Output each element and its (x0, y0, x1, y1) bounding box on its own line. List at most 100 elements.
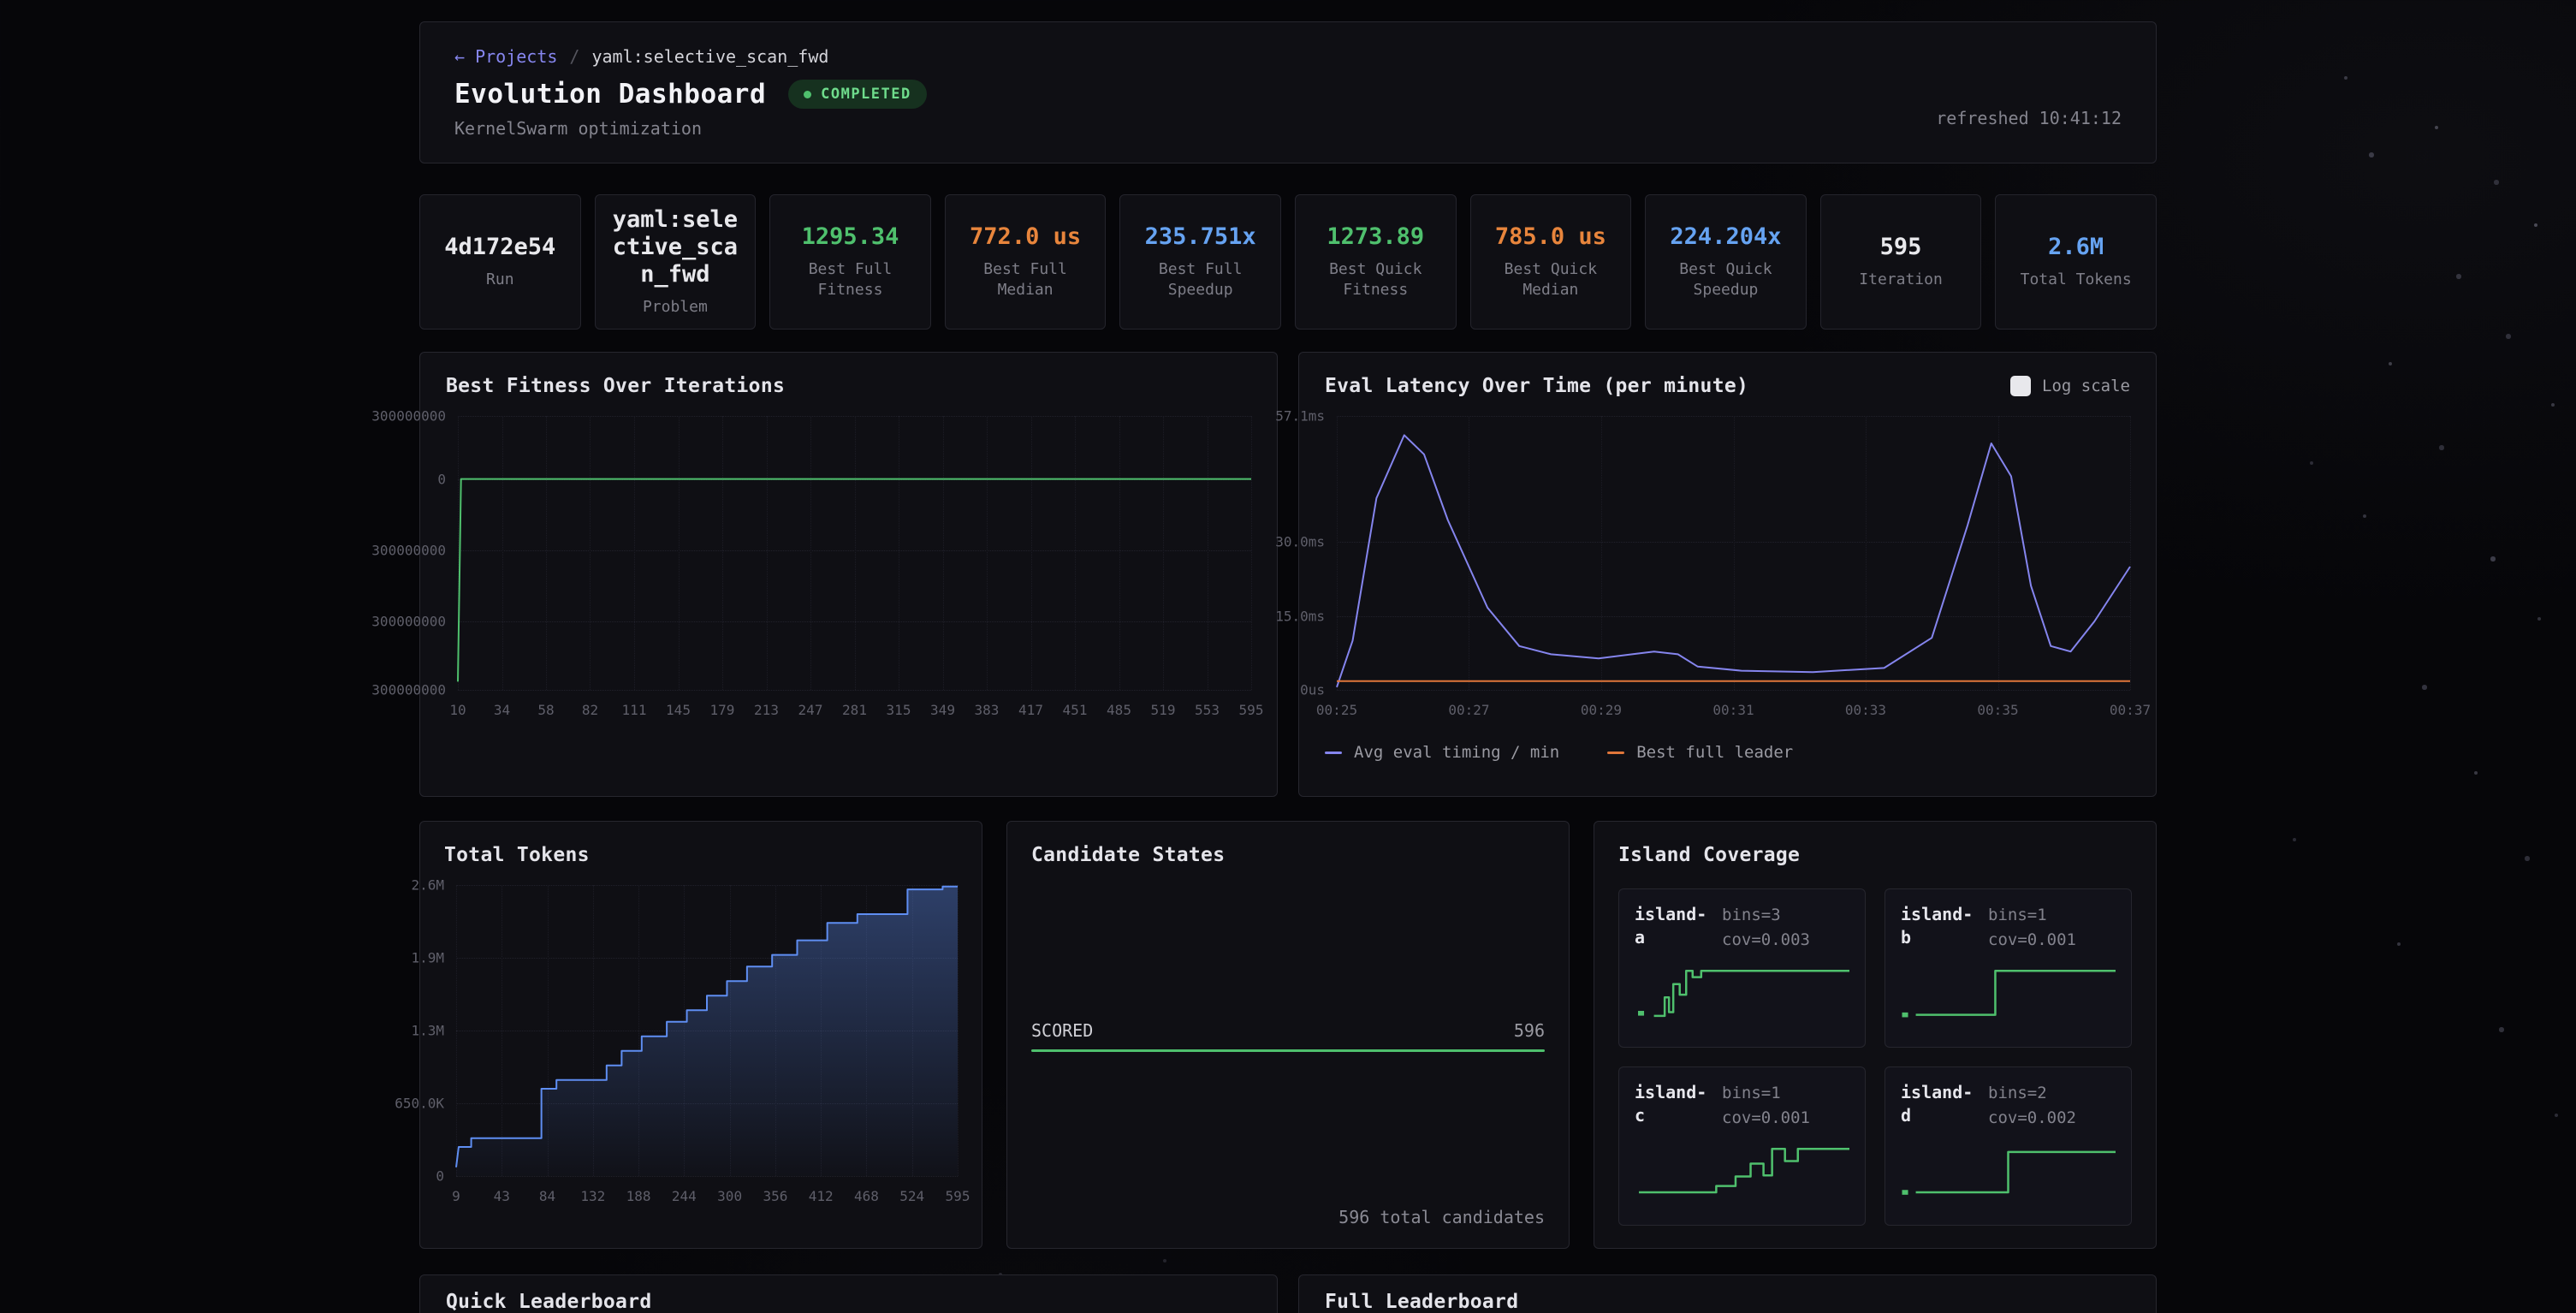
header-panel: ← Projects / yaml:selective_scan_fwd Evo… (419, 21, 2157, 163)
stat-card-best-quick-speedup: 224.204x Best Quick Speedup (1645, 194, 1807, 330)
stat-value: 2.6M (2048, 233, 2104, 260)
gridline-v (546, 416, 547, 690)
stat-card-problem: yaml:selective_scan_fwd Problem (594, 194, 757, 330)
legend-label-avg-eval: Avg eval timing / min (1354, 743, 1560, 762)
gridline-v (1997, 416, 1999, 690)
x-tick-label: 00:33 (1844, 702, 1887, 718)
y-tick-label: 15.0ms (1275, 608, 1325, 625)
x-axis: 00:25 00:27 00:29 00:31 00:33 00:35 00:37 (1316, 702, 2151, 724)
x-tick-label: 58 (537, 702, 555, 718)
stat-card-best-full-speedup: 235.751x Best Full Speedup (1119, 194, 1281, 330)
panel-title-candidate-states: Candidate States (1031, 844, 1226, 866)
island-bins: bins=2 (1988, 1084, 2047, 1102)
refreshed-timestamp: refreshed 10:41:12 (1936, 108, 2122, 128)
stat-value: 595 (1879, 233, 1922, 260)
island-name: island-d (1901, 1082, 1974, 1126)
gridline-v (638, 885, 640, 1176)
x-tick-label: 34 (493, 702, 511, 718)
charts-row: Best Fitness Over Iterations 300000000 0 3… (371, 352, 2157, 797)
y-tick-label: 300000000 (371, 613, 446, 630)
x-tick-label: 468 (854, 1188, 879, 1204)
background-speckles (0, 0, 2, 2)
candidate-state-label: SCORED (1031, 1020, 1094, 1041)
x-tick-label: 417 (1018, 702, 1043, 718)
panel-quick-leaderboard: Quick Leaderboard (419, 1274, 1278, 1313)
gridline-v (678, 416, 680, 690)
chart-svg (1337, 416, 2130, 690)
candidate-total-footer: 596 total candidates (1338, 1207, 1545, 1227)
y-tick-label: 1.3M (411, 1022, 444, 1039)
island-card-b: island-b bins=1 cov=0.001 (1885, 888, 2132, 1048)
stat-card-best-full-fitness: 1295.34 Best Full Fitness (769, 194, 931, 330)
island-name: island-b (1901, 904, 1974, 948)
gridline-v (958, 885, 959, 1176)
island-cov: cov=0.001 (1722, 1108, 1810, 1127)
candidate-row-scored: SCORED 596 (1031, 1020, 1545, 1052)
panel-total-tokens: Total Tokens 2.6M 1.9M 1.3M 650.0K 0 9 43 84 132… (395, 821, 982, 1249)
log-scale-toggle[interactable]: Log scale (2010, 376, 2130, 396)
x-tick-label: 84 (538, 1188, 556, 1204)
island-sparkline (1901, 965, 2116, 1019)
island-bins: bins=3 (1722, 906, 1781, 924)
x-tick-label: 10 (449, 702, 466, 718)
gridline-v (942, 416, 944, 690)
x-axis: 9 43 84 132 188 244 300 356 412 468 524 595 (452, 1188, 970, 1210)
gridline-v (458, 416, 459, 690)
gridline-v (1075, 416, 1076, 690)
eval-latency-chart: 57.1ms 30.0ms 15.0ms 0us 00:25 00:27 00:29 00:3… (1275, 408, 2151, 724)
chart-plot-area (1337, 416, 2131, 691)
stat-label: Best Quick Median (1504, 259, 1598, 299)
gridline-v (456, 885, 457, 1176)
panel-title-quick-leaderboard: Quick Leaderboard (446, 1291, 652, 1313)
gridline-h (1337, 690, 2130, 691)
island-bins: bins=1 (1988, 906, 2047, 924)
x-axis: 10 34 58 82 111 145 179 213 247 281 315 349 383 417 45… (449, 702, 1263, 724)
island-card-c: island-c bins=1 cov=0.001 (1618, 1066, 1866, 1226)
panels-row: Total Tokens 2.6M 1.9M 1.3M 650.0K 0 9 43 84 132… (395, 821, 2157, 1249)
breadcrumb-projects-link[interactable]: ← Projects (454, 46, 558, 67)
x-tick-label: 519 (1150, 702, 1176, 718)
x-tick-label: 485 (1107, 702, 1131, 718)
panel-island-coverage: Island Coverage island-a bins=3 cov=0.00… (1594, 821, 2157, 1249)
x-tick-label: 00:29 (1580, 702, 1623, 718)
x-tick-label: 213 (754, 702, 779, 718)
x-tick-label: 247 (798, 702, 823, 718)
chart-legend: Avg eval timing / min Best full leader (1325, 743, 2130, 762)
x-tick-label: 244 (671, 1188, 697, 1204)
gridline-v (502, 416, 503, 690)
gridline-v (634, 416, 635, 690)
x-tick-label: 349 (930, 702, 955, 718)
panel-eval-latency: Eval Latency Over Time (per minute) Log … (1275, 352, 2157, 797)
gridline-h (456, 958, 958, 959)
x-tick-label: 00:37 (2109, 702, 2152, 718)
gridline-v (1163, 416, 1164, 690)
page-title: Evolution Dashboard (454, 79, 767, 110)
panel-title-best-fitness: Best Fitness Over Iterations (446, 375, 786, 397)
gridline-v (547, 885, 549, 1176)
x-tick-label: 383 (974, 702, 1000, 718)
best-fitness-chart: 300000000 0 300000000 300000000 300000000 10 3… (371, 408, 1263, 724)
breadcrumb-separator: / (569, 46, 580, 67)
status-badge: COMPLETED (788, 80, 927, 109)
log-scale-checkbox[interactable] (2010, 376, 2032, 396)
stat-label: Run (486, 270, 514, 288)
stat-value: 4d172e54 (444, 233, 556, 260)
stat-card-best-quick-median: 785.0 us Best Quick Median (1469, 194, 1632, 330)
panel-best-fitness: Best Fitness Over Iterations 300000000 0 3… (371, 352, 1278, 797)
island-cov: cov=0.001 (1988, 930, 2076, 949)
breadcrumb: ← Projects / yaml:selective_scan_fwd (454, 46, 2122, 67)
island-stats: bins=3 cov=0.003 (1722, 903, 1810, 952)
gridline-v (592, 885, 594, 1176)
stat-card-run: 4d172e54 Run (419, 194, 581, 330)
panel-title-island-coverage: Island Coverage (1618, 844, 1801, 866)
legend-item-avg-eval: Avg eval timing / min (1325, 743, 1559, 762)
gridline-v (721, 416, 723, 690)
stat-value: 785.0 us (1494, 223, 1606, 250)
island-card-d: island-d bins=2 cov=0.002 (1885, 1066, 2132, 1226)
sparkline-svg (1902, 965, 2116, 1018)
sparkline-svg (1638, 965, 1849, 1019)
stat-value: 772.0 us (970, 223, 1082, 250)
total-tokens-chart: 2.6M 1.9M 1.3M 650.0K 0 9 43 84 132 188 244 300 356 4… (395, 877, 970, 1210)
stat-label: Best Full Median (983, 259, 1067, 299)
island-cov: cov=0.002 (1988, 1108, 2076, 1127)
